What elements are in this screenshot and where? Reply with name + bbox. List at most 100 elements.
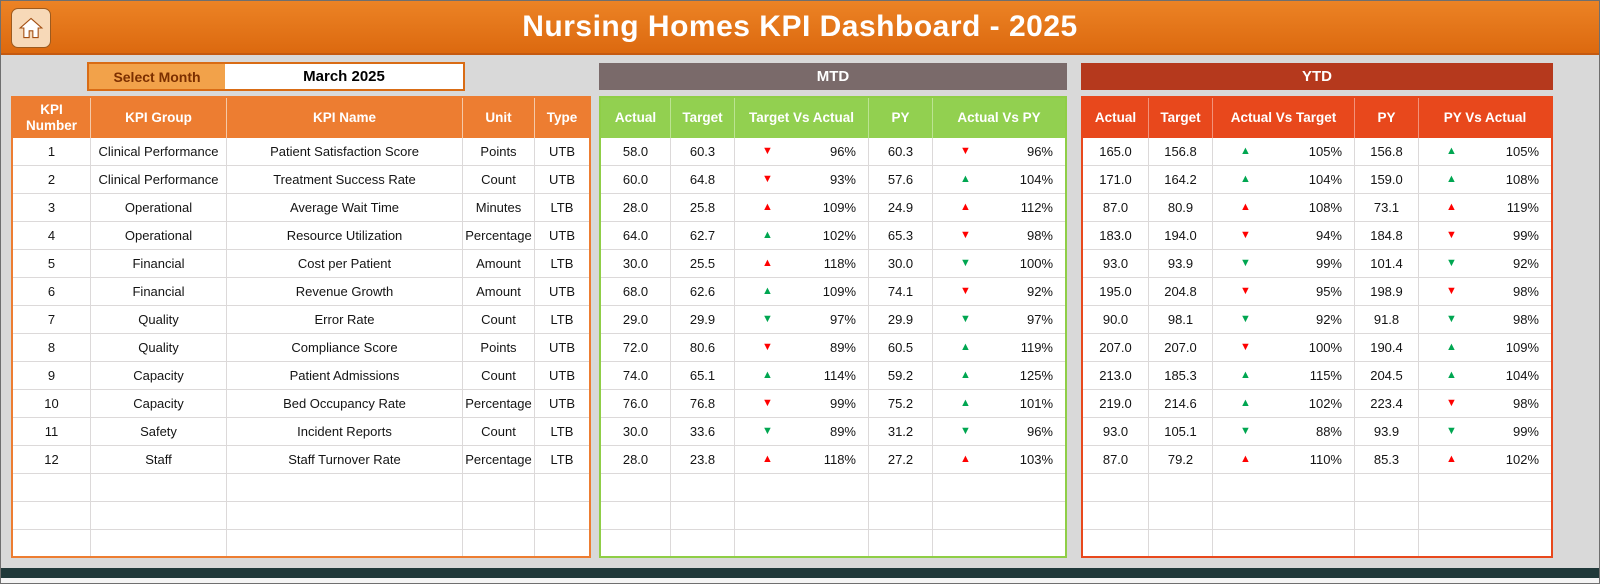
cell-actual-vs-py: ▼ 98% <box>933 222 1065 250</box>
month-select[interactable]: March 2025 <box>303 68 385 85</box>
percent-value: 96% <box>1026 144 1053 159</box>
percent-value: 88% <box>1315 424 1342 439</box>
arrow-down-icon: ▼ <box>762 145 773 157</box>
cell-py: 30.0 <box>869 250 933 278</box>
cell-kpi-name: Average Wait Time <box>227 194 463 222</box>
arrow-down-icon: ▼ <box>1446 313 1457 325</box>
cell-py-vs-actual: ▼ 98% <box>1419 306 1551 334</box>
cell-target: 29.9 <box>671 306 735 334</box>
cell-unit: Percentage <box>463 222 535 250</box>
table-row: 171.0 164.2 ▲ 104% 159.0 ▲ 108% <box>1083 166 1551 194</box>
cell-target: 25.8 <box>671 194 735 222</box>
cell-py-vs-actual: ▲ 108% <box>1419 166 1551 194</box>
cell-empty <box>13 530 91 556</box>
column-header: Actual <box>601 98 671 138</box>
cell-unit: Count <box>463 418 535 446</box>
cell-kpi-group: Clinical Performance <box>91 166 227 194</box>
cell-empty <box>1419 502 1551 530</box>
mtd-table-body: 58.0 60.3 ▼ 96% 60.3 ▼ 96% 60.0 64.8 ▼ 93% 57.6 ▲ 104… <box>601 138 1065 556</box>
percent-value: 89% <box>829 340 856 355</box>
cell-actual: 28.0 <box>601 194 671 222</box>
arrow-up-icon: ▲ <box>1240 173 1251 185</box>
cell-target-vs-actual: ▼ 93% <box>735 166 869 194</box>
cell-type: UTB <box>535 362 589 390</box>
cell-empty <box>1213 502 1355 530</box>
cell-empty <box>869 530 933 556</box>
window-bottom-edge <box>1 568 1599 578</box>
arrow-up-icon: ▲ <box>762 257 773 269</box>
cell-target: 65.1 <box>671 362 735 390</box>
cell-actual-vs-py: ▼ 97% <box>933 306 1065 334</box>
arrow-up-icon: ▲ <box>1446 145 1457 157</box>
cell-empty <box>13 502 91 530</box>
arrow-down-icon: ▼ <box>960 229 971 241</box>
table-row: 12 Staff Staff Turnover Rate Percentage LTB <box>13 446 589 474</box>
cell-target: 105.1 <box>1149 418 1213 446</box>
table-row <box>1083 530 1551 556</box>
table-row: 165.0 156.8 ▲ 105% 156.8 ▲ 105% <box>1083 138 1551 166</box>
cell-target-vs-actual: ▼ 99% <box>735 390 869 418</box>
cell-py-vs-actual: ▼ 99% <box>1419 418 1551 446</box>
cell-py: 57.6 <box>869 166 933 194</box>
arrow-down-icon: ▼ <box>960 285 971 297</box>
cell-target-vs-actual: ▲ 118% <box>735 446 869 474</box>
cell-target: 194.0 <box>1149 222 1213 250</box>
home-icon <box>18 15 44 41</box>
cell-empty <box>671 502 735 530</box>
home-button[interactable] <box>11 8 51 48</box>
percent-value: 99% <box>1512 424 1539 439</box>
arrow-down-icon: ▼ <box>1446 285 1457 297</box>
cell-actual-vs-target: ▲ 104% <box>1213 166 1355 194</box>
table-row: 10 Capacity Bed Occupancy Rate Percentage UT… <box>13 390 589 418</box>
cell-empty <box>1083 530 1149 556</box>
window-bottom-margin <box>1 578 1599 583</box>
cell-kpi-group: Capacity <box>91 390 227 418</box>
cell-py: 75.2 <box>869 390 933 418</box>
cell-empty <box>735 502 869 530</box>
cell-target: 214.6 <box>1149 390 1213 418</box>
cell-empty <box>1083 502 1149 530</box>
column-header: PY <box>1355 98 1419 138</box>
cell-target-vs-actual: ▲ 109% <box>735 194 869 222</box>
cell-unit: Amount <box>463 250 535 278</box>
cell-kpi-group: Staff <box>91 446 227 474</box>
cell-kpi-group: Quality <box>91 306 227 334</box>
cell-target-vs-actual: ▼ 97% <box>735 306 869 334</box>
cell-actual: 74.0 <box>601 362 671 390</box>
cell-actual-vs-py: ▲ 119% <box>933 334 1065 362</box>
arrow-up-icon: ▲ <box>762 369 773 381</box>
cell-unit: Points <box>463 138 535 166</box>
ytd-table-header: Actual Target Actual Vs Target PY PY Vs Actu… <box>1083 98 1551 138</box>
table-row: 2 Clinical Performance Treatment Success R… <box>13 166 589 194</box>
arrow-up-icon: ▲ <box>1446 369 1457 381</box>
table-row: 93.0 105.1 ▼ 88% 93.9 ▼ 99% <box>1083 418 1551 446</box>
arrow-up-icon: ▲ <box>1240 397 1251 409</box>
cell-py: 60.3 <box>869 138 933 166</box>
arrow-up-icon: ▲ <box>762 453 773 465</box>
percent-value: 108% <box>1505 172 1539 187</box>
column-header: Actual Vs Target <box>1213 98 1355 138</box>
kpi-info-table-body: 1 Clinical Performance Patient Satisfactio… <box>13 138 589 556</box>
cell-type: LTB <box>535 306 589 334</box>
cell-empty <box>671 530 735 556</box>
arrow-down-icon: ▼ <box>1446 257 1457 269</box>
percent-value: 104% <box>1505 368 1539 383</box>
cell-empty <box>227 502 463 530</box>
cell-py-vs-actual: ▼ 99% <box>1419 222 1551 250</box>
cell-py-vs-actual: ▲ 109% <box>1419 334 1551 362</box>
table-row: 207.0 207.0 ▼ 100% 190.4 ▲ 109% <box>1083 334 1551 362</box>
cell-actual: 87.0 <box>1083 446 1149 474</box>
cell-py: 27.2 <box>869 446 933 474</box>
table-row: 28.0 23.8 ▲ 118% 27.2 ▲ 103% <box>601 446 1065 474</box>
cell-actual-vs-py: ▲ 104% <box>933 166 1065 194</box>
cell-py: 198.9 <box>1355 278 1419 306</box>
cell-kpi-name: Resource Utilization <box>227 222 463 250</box>
percent-value: 119% <box>1020 340 1053 355</box>
percent-value: 93% <box>829 172 856 187</box>
percent-value: 108% <box>1308 200 1342 215</box>
cell-py: 31.2 <box>869 418 933 446</box>
table-row: 87.0 79.2 ▲ 110% 85.3 ▲ 102% <box>1083 446 1551 474</box>
percent-value: 109% <box>822 200 856 215</box>
table-row: 76.0 76.8 ▼ 99% 75.2 ▲ 101% <box>601 390 1065 418</box>
table-row <box>13 530 589 556</box>
